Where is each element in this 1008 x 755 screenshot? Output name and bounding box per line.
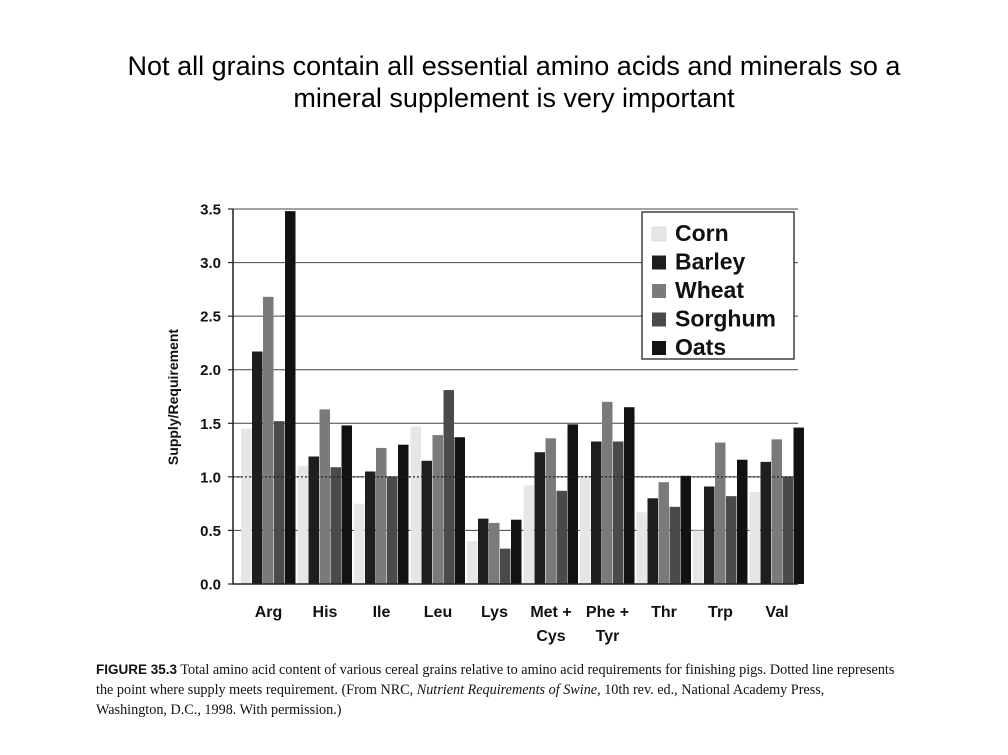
legend-swatch-sorghum — [652, 312, 666, 327]
legend-swatch-corn — [651, 226, 667, 242]
bar-oats — [398, 444, 409, 584]
amino-acid-bar-chart: Arg His Ile Leu Lys Met + Cys Phe + Tyr Thr Trp Val… — [165, 202, 804, 645]
bar-corn — [354, 503, 365, 584]
bar-oats — [285, 211, 296, 584]
bar-wheat — [489, 522, 500, 584]
bar-sorghum — [274, 421, 285, 584]
bar-sorghum — [500, 548, 511, 584]
x-tick-label: Val — [765, 604, 788, 621]
bar-wheat — [715, 442, 726, 584]
bar-barley — [308, 456, 319, 584]
bar-barley — [365, 471, 376, 584]
caption-text-2: , 10th rev. ed., National Academy Press,… — [96, 682, 825, 718]
x-tick-label: Trp — [708, 604, 733, 621]
x-tick-label: Leu — [424, 604, 452, 621]
legend-label-corn: Corn — [675, 220, 729, 246]
bar-barley — [647, 498, 658, 584]
legend-label-barley: Barley — [675, 249, 746, 275]
x-tick-label: Lys — [481, 604, 508, 621]
x-tick-label: His — [313, 604, 338, 621]
bar-wheat — [319, 409, 330, 584]
legend-swatch-barley — [652, 255, 666, 270]
y-tick-label: 3.5 — [200, 202, 221, 219]
bar-oats — [454, 437, 465, 584]
bar-corn — [693, 530, 704, 584]
legend-label-wheat: Wheat — [675, 277, 744, 303]
bar-barley — [591, 441, 602, 584]
y-axis-title: Supply/Requirement — [165, 329, 181, 465]
bar-corn — [467, 541, 478, 584]
figure-caption: FIGURE 35.3 Total amino acid content of … — [96, 660, 896, 720]
y-tick-label: 0.5 — [200, 523, 221, 540]
legend-swatch-wheat — [652, 284, 666, 298]
bar-sorghum — [613, 441, 624, 584]
slide-title-line-2: mineral supplement is very important — [293, 83, 735, 113]
bar-sorghum — [443, 390, 454, 584]
bar-sorghum — [330, 467, 341, 584]
x-tick-label: Phe + — [586, 604, 629, 621]
legend-box — [641, 211, 795, 360]
legend-label-sorghum: Sorghum — [675, 306, 776, 332]
bar-corn — [297, 466, 308, 584]
bar-sorghum — [669, 506, 680, 584]
y-tick-label: 3.0 — [200, 255, 221, 272]
bar-corn — [749, 491, 760, 584]
x-tick-label: Ile — [373, 604, 391, 621]
bar-wheat — [545, 438, 556, 584]
bar-wheat — [771, 439, 782, 584]
slide-title: Not all grains contain all essential ami… — [30, 50, 998, 114]
bar-oats — [737, 459, 748, 584]
bar-barley — [760, 461, 771, 584]
legend-label-oats: Oats — [675, 334, 726, 360]
bar-barley — [478, 518, 489, 584]
bar-sorghum — [556, 490, 567, 584]
slide-title-line-1: Not all grains contain all essential ami… — [127, 51, 901, 81]
y-tick-label: 0.0 — [200, 577, 221, 594]
bar-barley — [534, 452, 545, 584]
bar-corn — [241, 428, 252, 584]
x-tick-label: Met + — [530, 604, 571, 621]
bar-corn — [410, 426, 421, 584]
bar-oats — [511, 519, 522, 584]
caption-italic-title: Nutrient Requirements of Swine — [416, 682, 598, 698]
legend-swatch-oats — [652, 341, 666, 355]
bar-wheat — [602, 401, 613, 584]
bar-sorghum — [387, 476, 398, 584]
bar-corn — [636, 512, 647, 584]
x-tick-label: Tyr — [596, 628, 620, 645]
y-tick-label: 2.5 — [200, 309, 221, 326]
bar-oats — [624, 407, 635, 584]
bar-oats — [341, 425, 352, 584]
bar-sorghum — [782, 476, 793, 584]
bar-oats — [793, 427, 804, 584]
y-tick-label: 2.0 — [200, 362, 221, 379]
caption-text-1: Total amino acid content of various cere… — [96, 662, 895, 698]
bar-corn — [580, 476, 591, 584]
bar-wheat — [432, 435, 443, 584]
x-tick-label: Cys — [536, 628, 565, 645]
x-tick-label: Arg — [255, 604, 283, 621]
bar-oats — [567, 424, 578, 584]
bar-sorghum — [726, 496, 737, 584]
y-tick-label: 1.0 — [200, 469, 221, 486]
bar-corn — [523, 485, 534, 584]
bar-barley — [252, 351, 263, 584]
bar-wheat — [263, 296, 274, 584]
bar-barley — [704, 486, 715, 584]
caption-label: FIGURE 35.3 — [96, 662, 178, 677]
x-tick-label: Thr — [651, 604, 677, 621]
bar-wheat — [376, 447, 387, 584]
bar-wheat — [658, 482, 669, 584]
bar-barley — [421, 460, 432, 584]
bar-oats — [680, 475, 691, 584]
y-tick-label: 1.5 — [200, 416, 221, 433]
